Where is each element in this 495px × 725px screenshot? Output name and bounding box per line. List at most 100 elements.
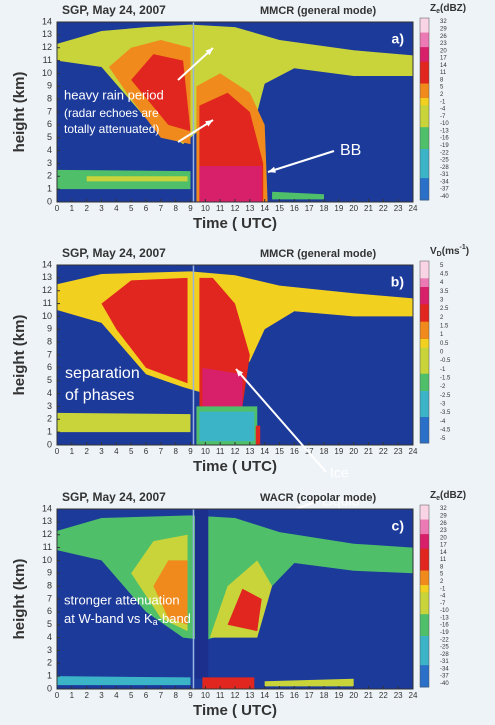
colorbar-tick-label: -22 [440, 637, 449, 643]
colorbar-cell [420, 434, 429, 444]
echo-region [86, 176, 188, 182]
colorbar-cell [420, 119, 429, 128]
arrow [177, 47, 214, 81]
echo-region [57, 515, 413, 641]
annotation: of phases [65, 387, 134, 404]
colorbar-cell [420, 269, 429, 279]
echo-region [202, 367, 243, 407]
x-axis-label: Time ( UTC) [193, 215, 277, 232]
colorbar-label-part: -1 [460, 244, 466, 251]
colorbar-tick-label: -4 [440, 419, 446, 425]
colorbar-cell [420, 83, 429, 92]
x-tick-label: 18 [320, 204, 329, 213]
x-tick-label: 20 [349, 691, 358, 700]
colorbar-tick-label: 14 [440, 63, 447, 69]
colorbar-tick-label: 3 [440, 298, 444, 304]
colorbar-tick-label: 32 [440, 19, 447, 25]
panel: 0123456789101112131415161718192021222324… [11, 244, 469, 533]
colorbar-cell [420, 32, 429, 41]
colorbar-cell [420, 592, 429, 601]
x-tick-label: 24 [409, 204, 418, 213]
x-axis-label: Time ( UTC) [193, 702, 277, 719]
colorbar-tick-label: -40 [440, 681, 449, 687]
colorbar-cell [420, 178, 429, 186]
x-tick-label: 4 [114, 691, 119, 700]
x-tick-label: 5 [129, 691, 134, 700]
colorbar-cell [420, 68, 429, 77]
arrow-head [268, 166, 276, 173]
colorbar-cell [420, 657, 429, 666]
colorbar-cell [420, 76, 429, 85]
x-tick-label: 4 [114, 447, 119, 456]
colorbar-tick-label: -10 [440, 121, 449, 127]
colorbar-cell [420, 563, 429, 572]
colorbar-tick-label: -1.5 [440, 376, 451, 382]
x-tick-label: 9 [188, 204, 193, 213]
y-tick-label: 2 [47, 414, 52, 424]
x-tick-label: 12 [231, 691, 240, 700]
colorbar-cell [420, 170, 429, 179]
y-tick-label: 9 [47, 324, 52, 334]
echo-region [153, 560, 188, 625]
colorbar-cell [420, 127, 429, 135]
colorbar-cell [420, 399, 429, 409]
colorbar-cell [420, 585, 429, 593]
colorbar-cell [420, 105, 429, 114]
colorbar-tick-label: -28 [440, 652, 449, 658]
y-tick-label: 1 [47, 671, 52, 681]
colorbar-tick-label: 23 [440, 528, 447, 534]
y-tick-label: 0 [47, 683, 52, 693]
x-tick-label: 15 [275, 447, 284, 456]
colorbar-cell [420, 606, 429, 615]
colorbar-cell [420, 156, 429, 165]
colorbar-label-part: D [437, 251, 442, 258]
colorbar-cell [420, 679, 429, 688]
colorbar-cell [420, 25, 429, 34]
colorbar-cell [420, 548, 429, 557]
echo-region [57, 412, 191, 433]
colorbar-tick-label: -40 [440, 194, 449, 200]
x-tick-label: 7 [159, 204, 164, 213]
colorbar-tick-label: 14 [440, 550, 447, 556]
echo-region [202, 677, 255, 689]
x-tick-label: 0 [55, 447, 60, 456]
y-tick-label: 12 [42, 285, 52, 295]
colorbar-tick-label: 5 [440, 85, 444, 91]
colorbar-label: Ze(dBZ) [430, 490, 466, 502]
x-tick-label: 7 [159, 691, 164, 700]
x-tick-label: 4 [114, 204, 119, 213]
colorbar-cell [420, 382, 429, 392]
annotation: (radar echoes are [64, 106, 159, 120]
x-tick-label: 19 [334, 447, 343, 456]
colorbar-tick-label: -10 [440, 608, 449, 614]
y-tick-label: 9 [47, 81, 52, 91]
colorbar-cell [420, 417, 429, 427]
panel-label: a) [392, 31, 404, 47]
colorbar-tick-label: -37 [440, 674, 449, 680]
y-tick-label: 6 [47, 119, 52, 129]
colorbar-cell [420, 665, 429, 673]
colorbar-label-part: V [430, 246, 437, 257]
annotation: stronger attenuation [64, 592, 180, 607]
x-tick-label: 17 [305, 204, 314, 213]
colorbar-label-part: (ms [442, 246, 460, 257]
colorbar-tick-label: -7 [440, 601, 446, 607]
x-tick-label: 2 [84, 204, 89, 213]
colorbar-cell [420, 636, 429, 644]
annotation: totally attenuated) [64, 122, 159, 136]
x-tick-label: 11 [216, 691, 225, 700]
colorbar-cell [420, 295, 429, 305]
colorbar-cell [420, 628, 429, 637]
x-tick-label: 0 [55, 691, 60, 700]
colorbar-cell [420, 534, 429, 542]
x-tick-label: 15 [275, 691, 284, 700]
colorbar-cell [420, 185, 429, 194]
y-axis-label: height (km) [11, 72, 28, 153]
x-tick-label: 0 [55, 204, 60, 213]
x-tick-label: 14 [260, 447, 269, 456]
echo-region [131, 54, 191, 132]
colorbar-cell [420, 425, 429, 435]
y-tick-label: 9 [47, 568, 52, 578]
chart-title: SGP, May 24, 2007 [62, 490, 166, 504]
